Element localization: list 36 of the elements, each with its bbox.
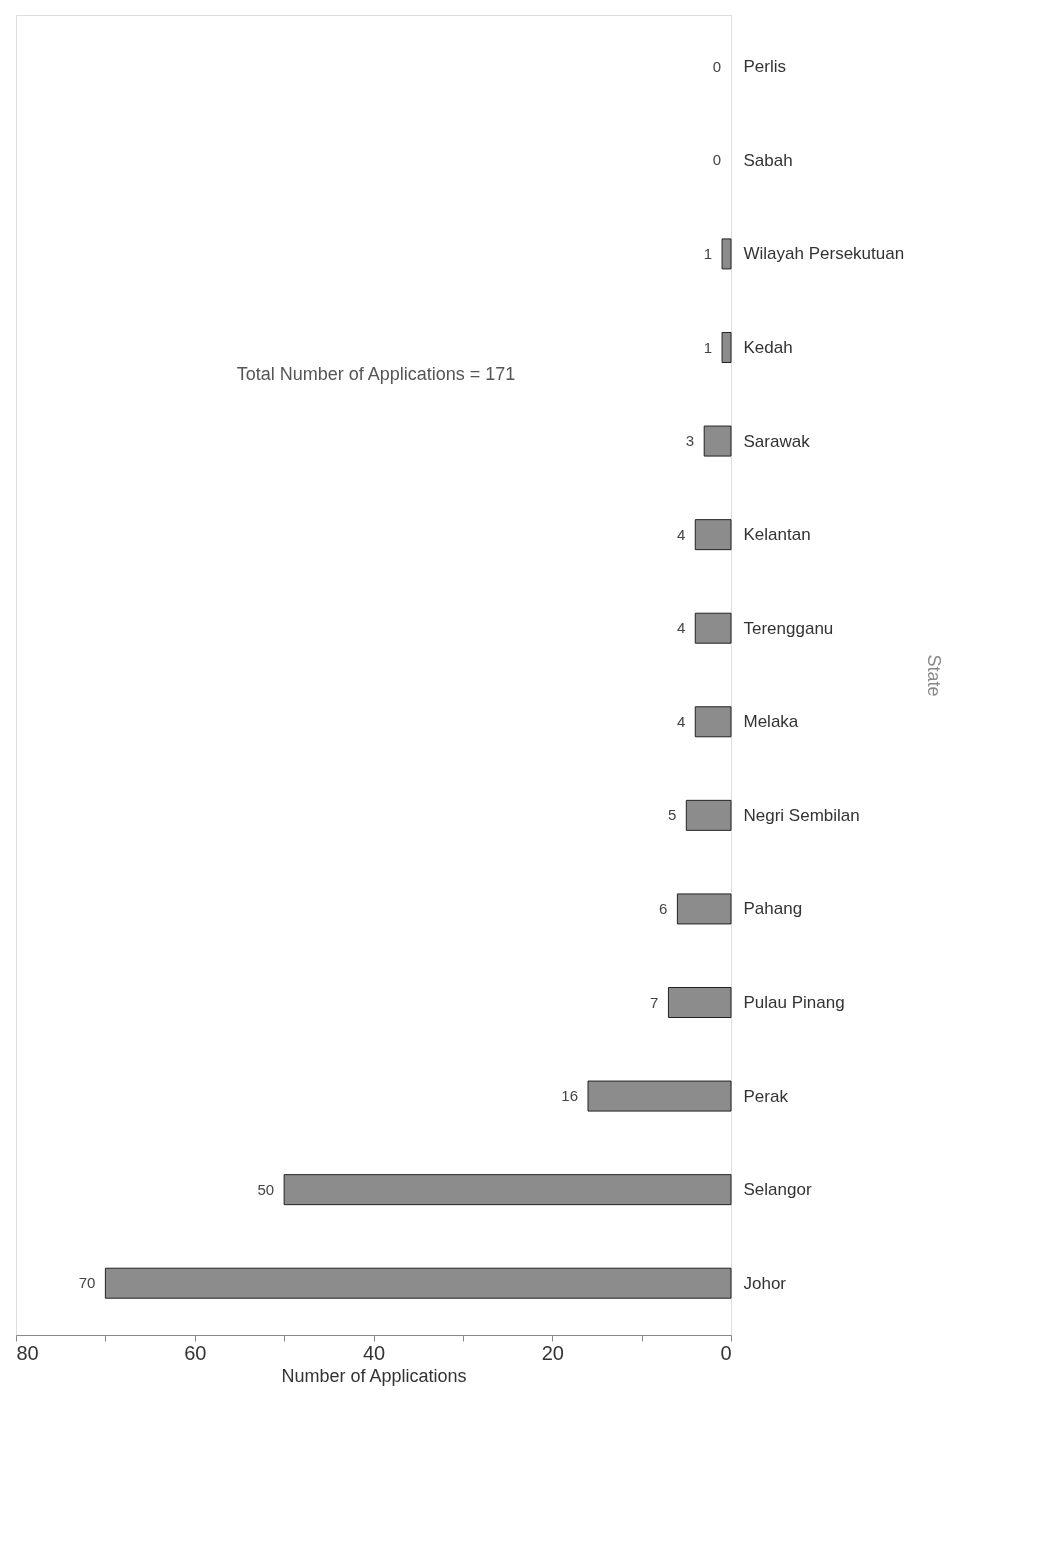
- y-tick-label: Selangor: [743, 1180, 812, 1200]
- x-tick-label: 20: [541, 1341, 564, 1364]
- y-tick-label: Perak: [743, 1086, 789, 1106]
- x-tick-label: 80: [16, 1341, 39, 1364]
- data-label: 1: [703, 244, 713, 262]
- data-label: 6: [659, 899, 668, 917]
- data-label: 5: [667, 806, 677, 824]
- data-label: 16: [561, 1087, 578, 1105]
- x-axis-title: Number of Applications: [281, 1365, 467, 1386]
- data-label: 7: [650, 993, 659, 1011]
- x-tick-label: 40: [362, 1341, 386, 1364]
- y-tick-label: Sabah: [743, 150, 793, 170]
- y-tick-label: Negri Sembilan: [743, 805, 860, 825]
- data-label: 50: [257, 1180, 275, 1198]
- y-tick-label: Wilayah Persekutuan: [743, 244, 905, 264]
- data-label: 0: [712, 151, 721, 169]
- data-label: 4: [676, 619, 686, 637]
- annotation: Total Number of Applications = 171: [236, 364, 516, 384]
- data-label: 0: [712, 57, 721, 75]
- data-label: 70: [78, 1274, 96, 1292]
- data-label: 1: [703, 338, 713, 356]
- data-label: 4: [676, 525, 686, 543]
- y-tick-label: Pulau Pinang: [743, 993, 845, 1012]
- y-tick-label: Melaka: [743, 712, 799, 732]
- data-label: 4: [676, 712, 686, 730]
- y-tick-label: Kedah: [743, 338, 793, 357]
- y-tick-label: Kelantan: [743, 525, 811, 545]
- x-tick-label: 0: [720, 1341, 732, 1364]
- y-tick-label: Perlis: [743, 57, 787, 77]
- y-axis-title: State: [924, 654, 945, 697]
- y-tick-label: Sarawak: [743, 431, 811, 451]
- data-label: 3: [685, 432, 695, 450]
- y-tick-label: Pahang: [743, 899, 803, 919]
- y-tick-label: Johor: [743, 1273, 787, 1293]
- y-tick-label: Terengganu: [743, 618, 834, 638]
- x-tick-label: 60: [184, 1341, 207, 1364]
